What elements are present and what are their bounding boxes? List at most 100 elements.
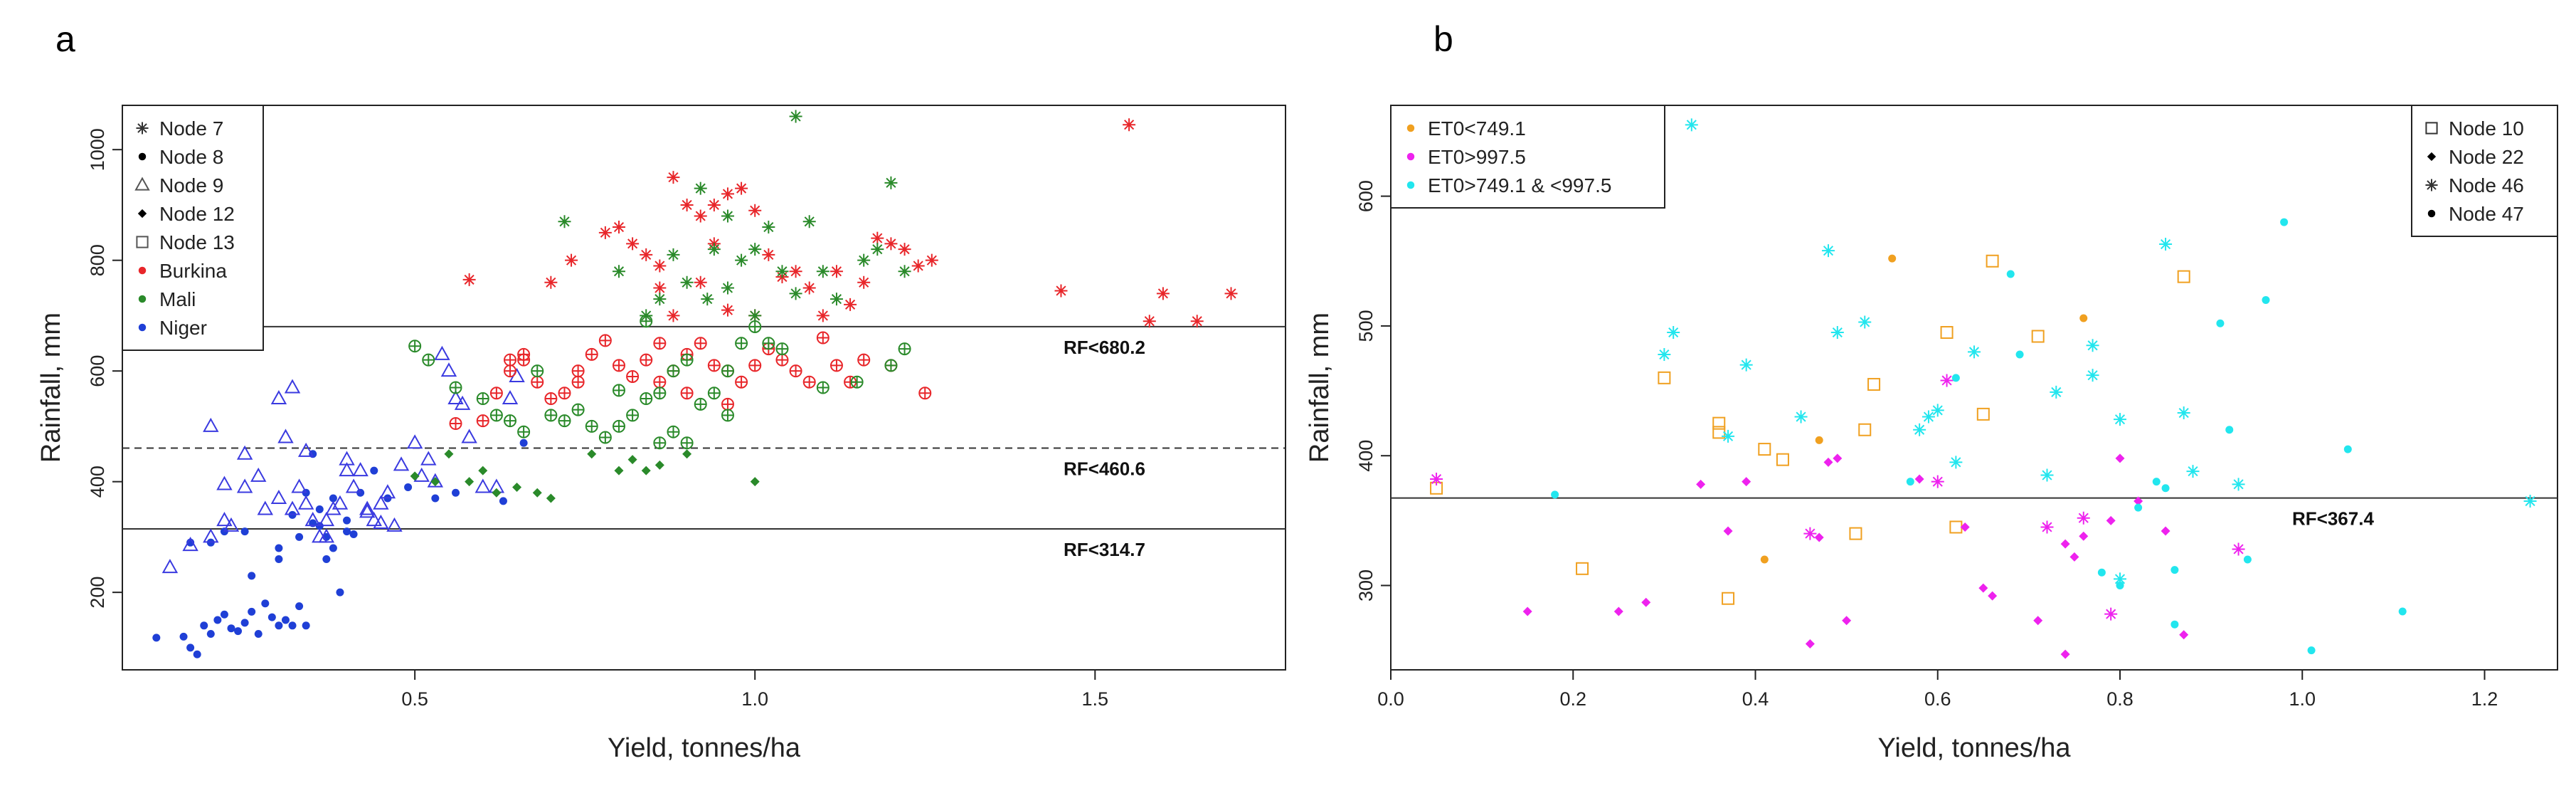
legend-marker	[138, 266, 147, 275]
data-point	[531, 375, 544, 389]
data-point	[2060, 539, 2070, 549]
x-tick-label: 1.2	[2471, 688, 2498, 710]
data-point	[829, 293, 843, 306]
data-point	[236, 445, 253, 460]
data-point	[315, 505, 324, 514]
data-point	[322, 555, 331, 564]
data-point	[2398, 607, 2407, 616]
data-point	[502, 389, 519, 405]
data-point	[750, 477, 760, 487]
data-point	[203, 417, 219, 432]
x-tick-label: 0.8	[2106, 688, 2134, 710]
data-point	[653, 281, 667, 295]
data-point	[748, 359, 762, 372]
data-point	[1143, 315, 1156, 328]
data-point	[2115, 453, 2125, 463]
y-tick-label: 300	[1355, 569, 1377, 601]
data-point	[721, 303, 734, 317]
data-point	[694, 182, 707, 195]
data-point	[227, 624, 235, 633]
data-point	[339, 462, 355, 477]
data-point	[587, 449, 597, 459]
legend-marker	[137, 209, 147, 219]
data-point	[336, 588, 344, 597]
legend-entry: Burkina	[159, 260, 227, 282]
data-point	[701, 293, 714, 306]
data-point	[680, 275, 694, 289]
data-point	[216, 476, 233, 490]
data-point	[1576, 562, 1589, 575]
data-point	[640, 248, 653, 261]
data-point	[598, 226, 612, 239]
data-point	[1696, 479, 1706, 489]
data-point	[2079, 314, 2088, 322]
x-tick-label: 1.0	[741, 688, 768, 710]
data-point	[816, 309, 829, 322]
data-point	[430, 477, 440, 487]
data-point	[640, 309, 653, 322]
data-point	[2232, 478, 2245, 491]
data-point	[546, 493, 556, 503]
legend-entry: Node 8	[159, 146, 223, 168]
data-point	[544, 275, 558, 289]
data-point	[1054, 284, 1068, 298]
data-point	[2343, 445, 2352, 453]
data-point	[612, 419, 625, 433]
data-point	[1960, 522, 1970, 532]
data-point	[667, 248, 680, 261]
data-point	[2280, 218, 2289, 226]
data-point	[404, 483, 413, 491]
data-point	[452, 488, 460, 497]
legend-entry: Mali	[159, 288, 196, 310]
data-point	[1833, 453, 1843, 463]
data-point	[871, 243, 884, 256]
legend-marker	[1406, 181, 1415, 189]
data-point	[1641, 597, 1651, 607]
data-point	[2060, 649, 2070, 659]
data-point	[2104, 607, 2118, 621]
data-point	[284, 500, 301, 515]
data-point	[275, 544, 283, 552]
data-point	[1742, 477, 1751, 487]
data-point	[1722, 429, 1735, 443]
data-point	[735, 375, 748, 389]
data-point	[802, 215, 816, 228]
data-point	[571, 375, 585, 389]
data-point	[1667, 326, 1680, 340]
data-point	[352, 462, 369, 477]
data-point	[641, 466, 651, 476]
data-point	[626, 237, 640, 251]
data-point	[1823, 457, 1833, 467]
data-point	[694, 397, 707, 411]
data-point	[1776, 453, 1789, 466]
data-point	[343, 516, 351, 525]
data-point	[318, 512, 335, 527]
data-point	[1986, 254, 1999, 268]
data-point	[571, 364, 585, 378]
data-point	[680, 387, 694, 400]
data-point	[2179, 630, 2189, 640]
data-point	[612, 359, 625, 372]
data-point	[1190, 315, 1204, 328]
data-point	[393, 456, 410, 471]
data-point	[654, 460, 664, 470]
data-point	[248, 572, 256, 580]
legend-marker	[1406, 152, 1415, 161]
data-point	[2050, 385, 2063, 399]
x-tick-label: 0.2	[1559, 688, 1586, 710]
data-point	[270, 489, 287, 504]
data-point	[295, 602, 304, 611]
data-point	[1931, 404, 1944, 417]
data-point	[2161, 484, 2170, 493]
data-point	[1822, 244, 1835, 258]
data-point	[2134, 496, 2143, 506]
data-point	[475, 478, 491, 493]
data-point	[161, 559, 179, 574]
data-point	[735, 182, 748, 195]
data-point	[1913, 423, 1926, 436]
data-point	[449, 417, 462, 431]
data-point	[680, 436, 694, 450]
data-point	[694, 337, 707, 350]
data-point	[2079, 531, 2089, 541]
data-point	[707, 359, 721, 372]
